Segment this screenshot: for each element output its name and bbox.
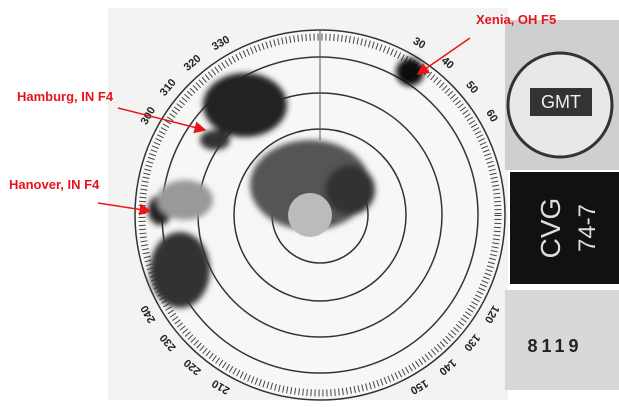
annotation-label: Hamburg, IN F4 (17, 89, 114, 104)
echo (200, 130, 230, 150)
clock-label: GMT (541, 92, 581, 112)
center-clutter (288, 193, 332, 237)
annotation-label: Xenia, OH F5 (476, 12, 556, 27)
echo-hamburg (203, 73, 287, 137)
echo (150, 232, 210, 308)
echo (325, 165, 375, 215)
radar-scope (135, 30, 505, 400)
radar-photo: 3040506012013014015021022023024030031032… (0, 0, 619, 407)
station-code: 74-7 (574, 204, 601, 252)
station-label: CVG (535, 198, 566, 259)
instrument-panel: GMT CVG 74-7 8119 (505, 20, 619, 390)
echo (157, 180, 213, 220)
counter: 8119 (527, 336, 582, 356)
page: 3040506012013014015021022023024030031032… (0, 0, 619, 407)
annotation-label: Hanover, IN F4 (9, 177, 100, 192)
